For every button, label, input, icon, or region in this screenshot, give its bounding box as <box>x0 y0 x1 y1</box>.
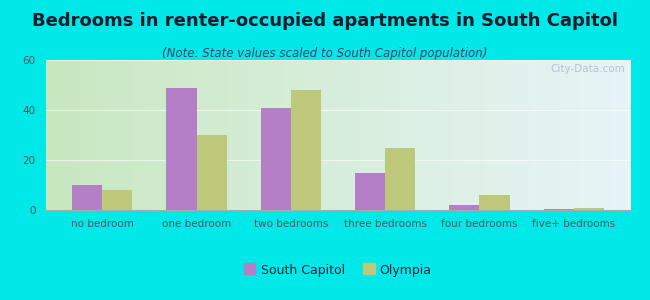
Bar <box>261 107 291 210</box>
Text: City-Data.com: City-Data.com <box>550 64 625 74</box>
Bar <box>291 90 321 210</box>
Bar <box>196 135 227 210</box>
Text: Bedrooms in renter-occupied apartments in South Capitol: Bedrooms in renter-occupied apartments i… <box>32 12 618 30</box>
Text: (Note: State values scaled to South Capitol population): (Note: State values scaled to South Capi… <box>162 46 488 59</box>
Bar <box>72 185 102 210</box>
Bar <box>480 195 510 210</box>
Bar <box>543 209 574 210</box>
Bar <box>449 205 480 210</box>
Bar <box>574 208 604 210</box>
Bar <box>166 88 196 210</box>
Bar <box>385 148 415 210</box>
Legend: South Capitol, Olympia: South Capitol, Olympia <box>239 259 437 282</box>
Bar <box>102 190 133 210</box>
Bar <box>355 172 385 210</box>
